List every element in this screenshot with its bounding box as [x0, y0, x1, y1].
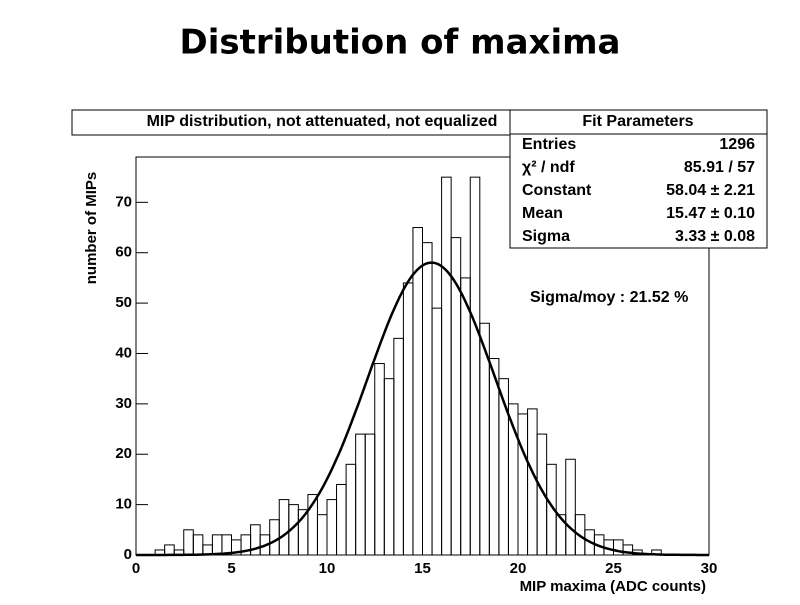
stats-label: χ² / ndf [522, 159, 575, 176]
bar [355, 433, 366, 556]
stats-label: Entries [522, 136, 576, 153]
bar [316, 514, 328, 556]
bar [469, 176, 481, 556]
stats-label: Mean [522, 205, 563, 222]
y-tick-label: 40 [115, 344, 132, 361]
stats-value: 85.91 / 57 [684, 159, 755, 176]
stats-label: Constant [522, 182, 592, 199]
y-tick-label: 10 [115, 496, 132, 513]
x-tick-label: 5 [227, 560, 235, 577]
bar [402, 282, 414, 556]
hist-title-box [71, 109, 574, 136]
bar [164, 544, 175, 556]
x-axis-label: MIP maxima (ADC counts) [520, 578, 706, 595]
stats-value: 15.47 ± 0.10 [666, 205, 755, 222]
x-tick-label: 30 [701, 560, 718, 577]
bar [412, 227, 424, 556]
stats-value: 58.04 ± 2.21 [666, 182, 755, 199]
y-axis-label: number of MIPs [83, 172, 100, 285]
fit-curve [136, 261, 709, 557]
y-tick-label: 0 [124, 546, 132, 563]
bar [183, 529, 194, 556]
x-tick-label: 25 [605, 560, 622, 577]
bar [374, 363, 385, 556]
bar [565, 458, 576, 556]
x-tick-label: 20 [510, 560, 527, 577]
bar [383, 378, 395, 556]
bar [345, 463, 357, 556]
bar [546, 463, 557, 556]
bar [211, 534, 223, 556]
bar [192, 534, 204, 556]
bar [393, 337, 404, 556]
y-tick-label: 20 [115, 445, 132, 462]
x-tick-label: 10 [319, 560, 336, 577]
x-tick-label: 0 [132, 560, 140, 577]
y-tick-label: 70 [115, 193, 132, 210]
bar [326, 499, 338, 556]
bar [364, 433, 376, 556]
bar [269, 519, 280, 556]
bar [422, 242, 433, 556]
hist-title: MIP distribution, not attenuated, not eq… [147, 113, 498, 130]
y-tick-label: 60 [115, 244, 132, 261]
bar [527, 408, 538, 556]
y-tick-label: 30 [115, 395, 132, 412]
bar [336, 483, 347, 556]
chart-title: Distribution of maxima [180, 23, 621, 63]
bar [278, 499, 290, 556]
bar [460, 277, 471, 556]
bar [431, 307, 443, 556]
stats-title: Fit Parameters [582, 113, 693, 130]
stats-label: Sigma [522, 228, 570, 245]
stats-value: 1296 [719, 136, 755, 153]
annotation: Sigma/moy : 21.52 % [530, 289, 688, 306]
x-tick-label: 15 [414, 560, 431, 577]
y-tick-label: 50 [115, 294, 132, 311]
bar [441, 176, 452, 556]
stats-value: 3.33 ± 0.08 [675, 228, 755, 245]
stats-box [509, 109, 768, 249]
bar [517, 413, 529, 556]
